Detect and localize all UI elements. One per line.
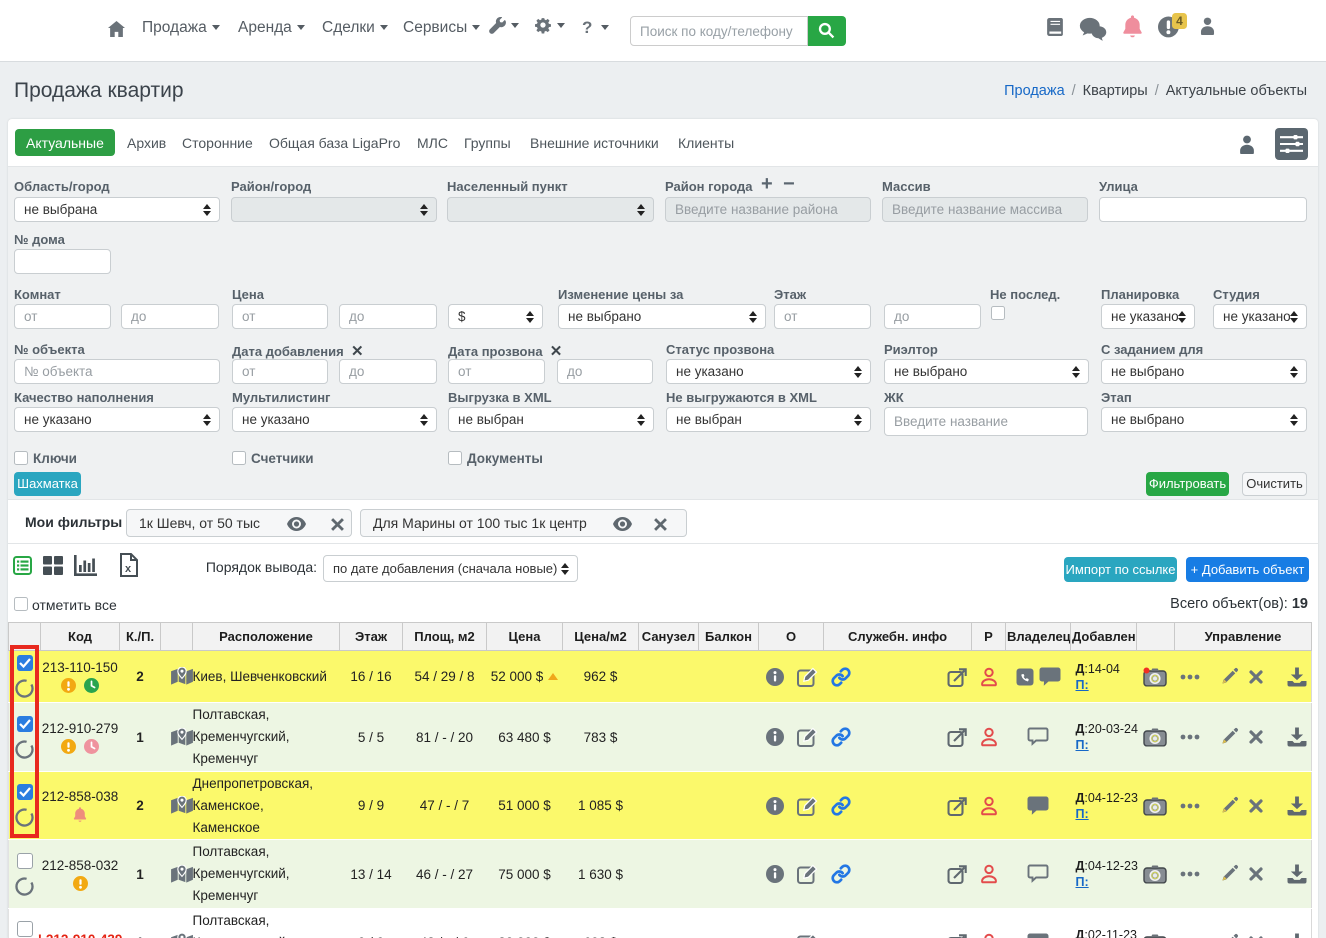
svg-text:x: x	[125, 563, 132, 575]
